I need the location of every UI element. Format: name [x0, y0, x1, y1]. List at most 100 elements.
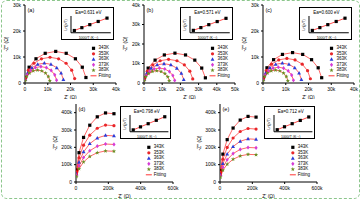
svg-text:-Z'' (Ω): -Z'' (Ω)	[8, 36, 9, 51]
svg-text:200k: 200k	[61, 144, 72, 150]
svg-text:343K: 343K	[298, 144, 309, 149]
svg-text:20k: 20k	[176, 86, 185, 92]
svg-text:0: 0	[262, 86, 265, 92]
svg-text:30k: 30k	[251, 2, 260, 8]
svg-text:Ln(ρ/T): Ln(ρ/T)	[267, 118, 271, 129]
svg-text:10k: 10k	[13, 54, 22, 60]
svg-text:20k: 20k	[304, 86, 313, 92]
svg-text:373K: 373K	[298, 161, 309, 166]
svg-text:0: 0	[24, 86, 27, 92]
svg-text:10k: 10k	[44, 86, 53, 92]
svg-text:Fitting: Fitting	[218, 73, 231, 78]
svg-text:(e): (e)	[223, 106, 230, 112]
svg-text:Ln(ρ/T): Ln(ρ/T)	[64, 19, 68, 30]
svg-text:Z' (Ω): Z' (Ω)	[302, 94, 315, 99]
svg-text:383K: 383K	[337, 67, 348, 72]
svg-text:363K: 363K	[218, 56, 229, 61]
svg-text:10k: 10k	[282, 86, 291, 92]
svg-text:343K: 343K	[99, 45, 110, 50]
svg-text:Ln(ρ/T): Ln(ρ/T)	[183, 19, 187, 30]
svg-text:100k: 100k	[205, 161, 216, 167]
svg-text:383K: 383K	[218, 67, 229, 72]
svg-text:400k: 400k	[135, 185, 146, 191]
svg-text:Ea=0.600 eV: Ea=0.600 eV	[314, 10, 340, 15]
svg-text:0: 0	[75, 185, 78, 191]
svg-text:363K: 363K	[298, 155, 309, 160]
svg-text:Fitting: Fitting	[154, 172, 167, 177]
svg-text:10k: 10k	[251, 54, 260, 60]
svg-text:(a): (a)	[28, 7, 35, 13]
svg-text:0: 0	[256, 80, 259, 86]
svg-text:0: 0	[219, 185, 222, 191]
svg-text:363K: 363K	[337, 56, 348, 61]
svg-text:353K: 353K	[154, 150, 165, 155]
svg-text:353K: 353K	[337, 51, 348, 56]
svg-text:20k: 20k	[251, 28, 260, 34]
svg-text:0: 0	[213, 179, 216, 185]
svg-text:373K: 373K	[218, 62, 229, 67]
svg-text:(d): (d)	[79, 106, 86, 112]
svg-text:Z' (Ω): Z' (Ω)	[262, 193, 275, 198]
svg-text:Ln(ρ/T): Ln(ρ/T)	[123, 118, 127, 129]
svg-text:1000/T (K⁻¹): 1000/T (K⁻¹)	[137, 135, 156, 139]
svg-text:0: 0	[18, 80, 21, 86]
svg-text:363K: 363K	[154, 155, 165, 160]
svg-text:1000/T (K⁻¹): 1000/T (K⁻¹)	[79, 36, 98, 40]
svg-text:40k: 40k	[112, 86, 121, 92]
svg-text:30k: 30k	[132, 21, 141, 27]
svg-text:353K: 353K	[99, 51, 110, 56]
svg-text:10k: 10k	[132, 60, 141, 66]
svg-text:30k: 30k	[89, 86, 98, 92]
svg-text:300k: 300k	[61, 127, 72, 133]
svg-text:300k: 300k	[205, 127, 216, 133]
svg-text:-Z'' (Ω): -Z'' (Ω)	[122, 36, 128, 51]
svg-text:600k: 600k	[312, 185, 323, 191]
svg-text:40k: 40k	[132, 2, 141, 8]
svg-text:20k: 20k	[66, 86, 75, 92]
svg-text:200k: 200k	[205, 144, 216, 150]
svg-text:0: 0	[143, 86, 146, 92]
svg-text:30k: 30k	[327, 86, 336, 92]
svg-text:353K: 353K	[298, 150, 309, 155]
svg-text:30k: 30k	[13, 2, 22, 8]
svg-text:40k: 40k	[350, 86, 354, 92]
svg-text:343K: 343K	[337, 45, 348, 50]
svg-text:-Z'' (Ω): -Z'' (Ω)	[196, 135, 202, 150]
svg-text:200k: 200k	[247, 185, 258, 191]
svg-text:30k: 30k	[195, 86, 204, 92]
svg-text:0: 0	[69, 179, 72, 185]
svg-text:1000/T (K⁻¹): 1000/T (K⁻¹)	[317, 36, 336, 40]
svg-text:-Z'' (Ω): -Z'' (Ω)	[241, 36, 247, 51]
svg-text:20k: 20k	[132, 41, 141, 47]
svg-text:(b): (b)	[147, 7, 154, 13]
svg-text:Fitting: Fitting	[298, 172, 311, 177]
svg-text:-Z'' (Ω): -Z'' (Ω)	[52, 135, 58, 150]
svg-text:Ln(ρ/T): Ln(ρ/T)	[302, 19, 306, 30]
svg-text:50k: 50k	[231, 86, 240, 92]
svg-text:10k: 10k	[158, 86, 167, 92]
svg-text:Fitting: Fitting	[337, 73, 350, 78]
svg-text:353K: 353K	[218, 51, 229, 56]
svg-text:Fitting: Fitting	[99, 73, 112, 78]
svg-text:Z' (Ω): Z' (Ω)	[64, 94, 77, 99]
svg-text:383K: 383K	[154, 166, 165, 171]
svg-text:0: 0	[137, 80, 140, 86]
svg-text:600k: 600k	[168, 185, 179, 191]
svg-text:40k: 40k	[213, 86, 222, 92]
svg-text:Ea=0.798 eV: Ea=0.798 eV	[133, 109, 159, 114]
svg-text:1000/T (K⁻¹): 1000/T (K⁻¹)	[198, 36, 217, 40]
svg-text:Ea=0.631 eV: Ea=0.631 eV	[76, 10, 102, 15]
svg-text:(c): (c)	[266, 7, 273, 13]
svg-text:Z' (Ω): Z' (Ω)	[118, 193, 131, 198]
svg-text:373K: 373K	[99, 62, 110, 67]
svg-text:373K: 373K	[154, 161, 165, 166]
svg-text:383K: 383K	[99, 67, 110, 72]
svg-text:383K: 383K	[298, 166, 309, 171]
svg-text:1000/T (K⁻¹): 1000/T (K⁻¹)	[281, 135, 300, 139]
svg-text:400k: 400k	[279, 185, 290, 191]
svg-text:200k: 200k	[103, 185, 114, 191]
svg-text:343K: 343K	[154, 144, 165, 149]
svg-text:Ea=0.571 eV: Ea=0.571 eV	[195, 10, 221, 15]
svg-text:20k: 20k	[13, 28, 22, 34]
svg-text:373K: 373K	[337, 62, 348, 67]
